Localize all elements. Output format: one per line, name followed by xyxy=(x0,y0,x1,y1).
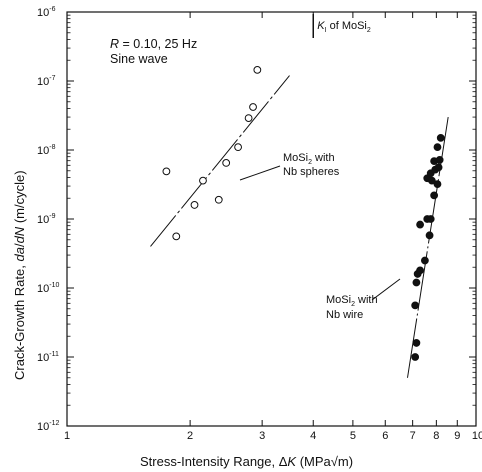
y-axis-label: Crack-Growth Rate, da/dN (m/cycle) xyxy=(12,170,27,380)
plot-frame xyxy=(66,11,477,427)
data-point-wire xyxy=(434,163,443,172)
data-point-wire xyxy=(433,180,442,189)
data-point-wire xyxy=(421,256,429,265)
x-tick-label: 7 xyxy=(410,430,416,442)
data-point-spheres xyxy=(172,232,181,241)
data-point-spheres xyxy=(162,167,171,176)
y-tick-label: 10-9 xyxy=(37,213,56,226)
series-wire-label-line1: MoSi2 with xyxy=(326,294,378,308)
data-point-wire xyxy=(411,353,420,361)
series-wire-leader xyxy=(371,278,401,301)
data-points xyxy=(162,65,445,361)
data-point-spheres xyxy=(190,201,199,209)
data-point-wire xyxy=(436,133,445,142)
series-wire-label-line2: Nb wire xyxy=(326,309,363,321)
y-tick-label: 10-11 xyxy=(37,351,59,364)
fit-line xyxy=(150,75,290,247)
data-point-wire xyxy=(425,231,434,240)
y-tick-label: 10-7 xyxy=(37,75,56,88)
x-tick-label: 10 xyxy=(472,430,482,442)
x-tick-label: 5 xyxy=(350,430,356,442)
data-point-wire xyxy=(412,278,421,287)
data-point-wire xyxy=(430,191,439,200)
data-point-spheres xyxy=(234,143,242,152)
x-tick-label: 6 xyxy=(382,430,388,442)
x-tick-label: 2 xyxy=(187,430,193,442)
condition-line-1: R = 0.10, 25 Hz xyxy=(110,37,197,51)
x-tick-label: 4 xyxy=(310,430,316,442)
data-point-wire xyxy=(426,215,435,223)
data-point-spheres xyxy=(222,159,231,167)
data-point-spheres xyxy=(244,114,253,122)
data-point-spheres xyxy=(249,103,257,111)
data-point-wire xyxy=(416,220,424,229)
axis-ticks: 1 2 3 4 5 6 7 8 9 10 10-12 10-11 10-10 10-9 10-8 10-7 10… xyxy=(37,6,482,442)
x-tick-label: 8 xyxy=(433,430,439,442)
series-spheres-label-line2: Nb spheres xyxy=(283,166,340,178)
data-point-wire xyxy=(427,176,436,185)
fit-lines xyxy=(150,75,449,378)
condition-line-2: Sine wave xyxy=(110,52,168,66)
data-point-spheres xyxy=(214,195,223,204)
series-spheres-label-line1: MoSi2 with xyxy=(283,152,335,166)
data-point-spheres xyxy=(253,65,262,74)
data-point-wire xyxy=(412,339,421,347)
x-tick-label: 3 xyxy=(259,430,265,442)
x-tick-label: 9 xyxy=(454,430,460,442)
data-point-wire xyxy=(435,155,444,164)
y-tick-label: 10-12 xyxy=(37,420,59,433)
data-point-spheres xyxy=(199,176,207,185)
y-tick-label: 10-10 xyxy=(37,282,59,295)
ki-marker-label: KI of MoSi2 xyxy=(317,20,371,34)
y-tick-label: 10-6 xyxy=(37,6,56,19)
data-point-wire xyxy=(433,143,442,152)
x-tick-label: 1 xyxy=(64,430,70,442)
fit-line xyxy=(407,117,449,378)
data-point-wire xyxy=(416,266,424,275)
series-spheres-leader xyxy=(239,165,281,181)
data-point-wire xyxy=(411,301,420,310)
y-tick-label: 10-8 xyxy=(37,144,56,157)
x-axis-label: Stress-Intensity Range, ΔK (MPa√m) xyxy=(140,454,353,469)
